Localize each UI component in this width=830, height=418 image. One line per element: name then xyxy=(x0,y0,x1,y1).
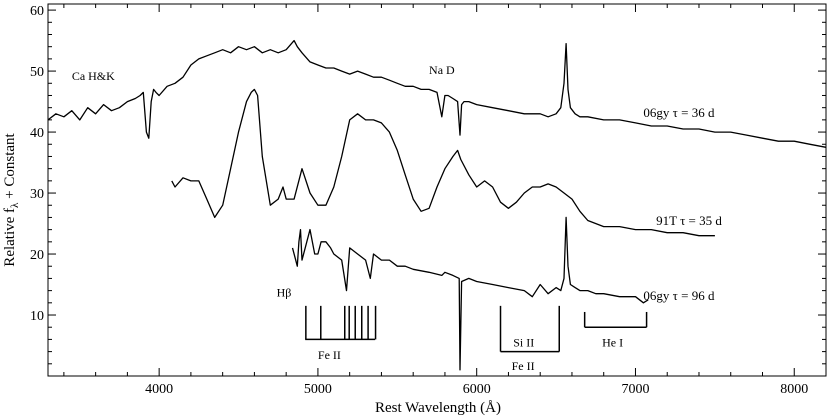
x-tick-label: 4000 xyxy=(145,382,173,397)
y-tick-label: 50 xyxy=(30,65,44,80)
x-tick-label: 5000 xyxy=(304,382,332,397)
plot-border xyxy=(47,3,827,377)
spectrum-line-2 xyxy=(171,88,715,237)
y-axis-title-main: Relative f xyxy=(2,208,18,267)
x-axis-title: Rest Wavelength (Å) xyxy=(375,400,501,416)
line-id-markers xyxy=(305,305,648,353)
annotation-label: Ca H&K xyxy=(72,69,115,83)
series-label: 06gy τ = 36 d xyxy=(643,105,715,120)
x-tick-label: 7000 xyxy=(621,382,649,397)
y-tick-label: 10 xyxy=(30,309,44,324)
annotation-label: Fe II xyxy=(512,359,535,373)
x-tick-label: 6000 xyxy=(463,382,491,397)
annotation-label: Na D xyxy=(429,63,455,77)
series-label: 91T τ = 35 d xyxy=(656,213,722,228)
annotation-label: Hβ xyxy=(277,286,292,300)
y-tick-label: 30 xyxy=(30,187,44,202)
plot-frame xyxy=(47,3,827,377)
y-tick-label: 20 xyxy=(30,248,44,263)
spectrum-line-3 xyxy=(291,216,649,371)
y-tick-label: 60 xyxy=(30,4,44,19)
spectrum-line-1 xyxy=(47,39,827,148)
axis-ticks: 4000 5000 6000 7000 8000 10 20 30 40 50 60 xyxy=(30,4,827,397)
annotation-label: Si II xyxy=(513,336,534,350)
annotation-label: He I xyxy=(602,336,623,350)
annotation-label: Fe II xyxy=(318,348,341,362)
text-labels: 06gy τ = 36 d 91T τ = 35 d 06gy τ = 96 d Ca… xyxy=(72,63,723,373)
series-layer xyxy=(47,39,827,371)
y-axis-title: Relative fλ + Constant xyxy=(2,132,21,266)
y-tick-label: 40 xyxy=(30,126,44,141)
series-label: 06gy τ = 96 d xyxy=(643,288,715,303)
x-tick-label: 8000 xyxy=(780,382,808,397)
y-axis-title-sub: λ xyxy=(9,202,21,208)
y-axis-title-suffix: + Constant xyxy=(2,132,18,202)
